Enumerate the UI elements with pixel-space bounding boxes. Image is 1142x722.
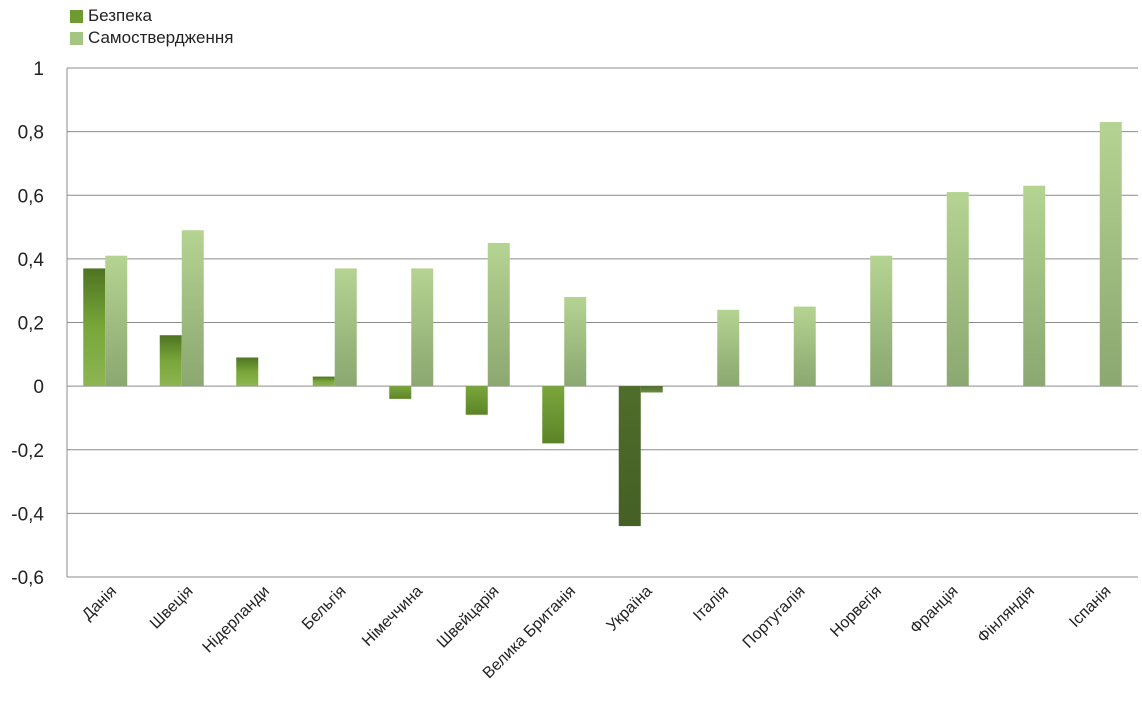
bar-self-assertion — [793, 306, 816, 387]
y-tick-label: 0,4 — [18, 250, 45, 271]
x-axis: Данія Швеція Нідерланди Бельгія Німеччина Шве… — [79, 583, 1114, 682]
x-tick-label: Данія — [79, 583, 120, 624]
bar-security — [159, 335, 182, 387]
x-tick-label: Італія — [690, 583, 732, 625]
bar-self-assertion — [1023, 185, 1046, 387]
bar-security — [542, 386, 565, 444]
bar-self-assertion — [946, 192, 969, 387]
y-tick-label: 0 — [33, 377, 44, 398]
bar-security — [389, 386, 412, 399]
bar-self-assertion — [717, 309, 740, 387]
x-tick-label: Швеція — [147, 583, 197, 633]
bar-security — [83, 268, 106, 387]
x-tick-label: Норвегія — [827, 583, 885, 641]
legend-swatch-security — [70, 9, 83, 23]
bar-self-assertion — [487, 242, 510, 387]
bar-security — [236, 357, 259, 387]
x-tick-label: Нідерланди — [200, 583, 274, 657]
y-tick-label: 0,8 — [18, 123, 44, 144]
gridlines — [67, 67, 1138, 578]
bar-security — [312, 376, 335, 387]
bar-security — [465, 386, 488, 415]
x-tick-label: Фінляндія — [974, 583, 1038, 647]
legend-label-self-assertion: Самоствердження — [88, 28, 234, 47]
x-tick-label: Бельгія — [299, 583, 350, 634]
y-axis: 1 0,8 0,6 0,4 0,2 0 -0,2 -0,4 -0,6 — [11, 59, 68, 589]
x-tick-label: Україна — [604, 583, 656, 635]
bar-self-assertion — [105, 255, 128, 387]
y-tick-label: -0,6 — [11, 568, 44, 589]
y-tick-label: -0,4 — [11, 504, 44, 525]
bar-self-assertion — [411, 268, 434, 387]
y-tick-label: 0,2 — [18, 314, 44, 335]
bars — [83, 122, 1122, 527]
x-tick-label: Іспанія — [1066, 583, 1114, 631]
x-tick-label: Франція — [907, 583, 962, 638]
bar-self-assertion — [181, 230, 204, 387]
bar-self-assertion — [1099, 122, 1122, 387]
x-tick-label: Португалія — [740, 583, 809, 652]
y-tick-label: 0,6 — [18, 186, 44, 207]
legend-swatch-self-assertion — [70, 31, 83, 45]
x-tick-label: Німеччина — [359, 583, 426, 650]
bar-self-assertion — [564, 297, 587, 387]
bar-self-assertion — [334, 268, 357, 387]
legend-item-self-assertion: Самоствердження — [70, 27, 233, 49]
x-tick-label: Швейцарія — [434, 583, 503, 652]
bar-self-assertion — [640, 386, 663, 393]
bar-self-assertion — [870, 255, 893, 387]
legend: Безпека Самоствердження — [70, 5, 233, 49]
y-tick-label: -0,2 — [11, 441, 44, 462]
y-tick-label: 1 — [33, 59, 44, 80]
legend-label-security: Безпека — [88, 6, 152, 25]
bar-security — [618, 386, 641, 527]
legend-item-security: Безпека — [70, 5, 233, 27]
